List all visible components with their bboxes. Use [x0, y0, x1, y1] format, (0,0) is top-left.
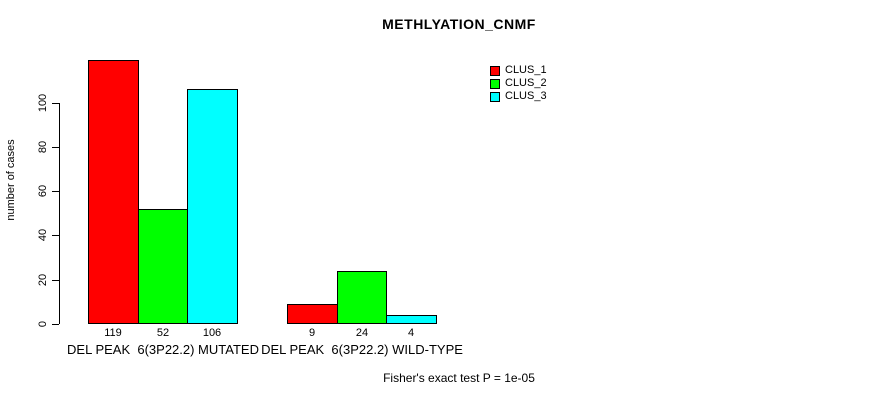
legend-item-clus_1: CLUS_1 [490, 64, 547, 77]
legend-label: CLUS_1 [505, 64, 547, 76]
legend-swatch-clus_3 [490, 91, 500, 102]
legend: CLUS_1 CLUS_2 CLUS_3 [490, 64, 547, 103]
y-axis-tick [52, 147, 59, 148]
bar-clus_1-group2 [287, 304, 338, 324]
y-axis-tick-label: 60 [37, 184, 49, 198]
legend-label: CLUS_3 [505, 90, 547, 102]
bar-value-label: 52 [156, 327, 170, 339]
chart-title: METHLYATION_CNMF [382, 16, 536, 32]
y-axis-tick-label: 20 [37, 273, 49, 287]
y-axis-tick-label: 40 [37, 228, 49, 242]
y-axis-tick-label: 100 [37, 93, 49, 113]
legend-item-clus_2: CLUS_2 [490, 77, 547, 90]
bar-value-label: 9 [308, 327, 316, 339]
y-axis-tick [52, 235, 59, 236]
fisher-test-annotation: Fisher's exact test P = 1e-05 [383, 371, 535, 385]
y-axis-tick [52, 103, 59, 104]
bar-clus_2-group1 [138, 209, 188, 324]
bar-value-label: 4 [407, 327, 415, 339]
bar-clus_3-group2 [386, 315, 437, 324]
legend-item-clus_3: CLUS_3 [490, 90, 547, 103]
legend-label: CLUS_2 [505, 77, 547, 89]
bar-value-label: 24 [355, 327, 369, 339]
y-axis-tick-label: 80 [37, 140, 49, 154]
y-axis-line [59, 103, 60, 324]
legend-swatch-clus_2 [490, 78, 500, 89]
category-label: DEL PEAK 6(3P22.2) MUTATED [67, 342, 259, 357]
y-axis-tick [52, 280, 59, 281]
bar-clus_1-group1 [88, 60, 139, 324]
bar-value-label: 119 [104, 327, 122, 339]
y-axis-tick [52, 324, 59, 325]
category-label: DEL PEAK 6(3P22.2) WILD-TYPE [261, 342, 463, 357]
bar-clus_3-group1 [187, 89, 238, 324]
y-axis-title: number of cases [5, 139, 17, 221]
bar-value-label: 106 [202, 327, 222, 339]
y-axis-tick-label: 0 [37, 320, 49, 328]
y-axis-tick [52, 191, 59, 192]
bar-clus_2-group2 [337, 271, 387, 324]
legend-swatch-clus_1 [490, 65, 500, 76]
